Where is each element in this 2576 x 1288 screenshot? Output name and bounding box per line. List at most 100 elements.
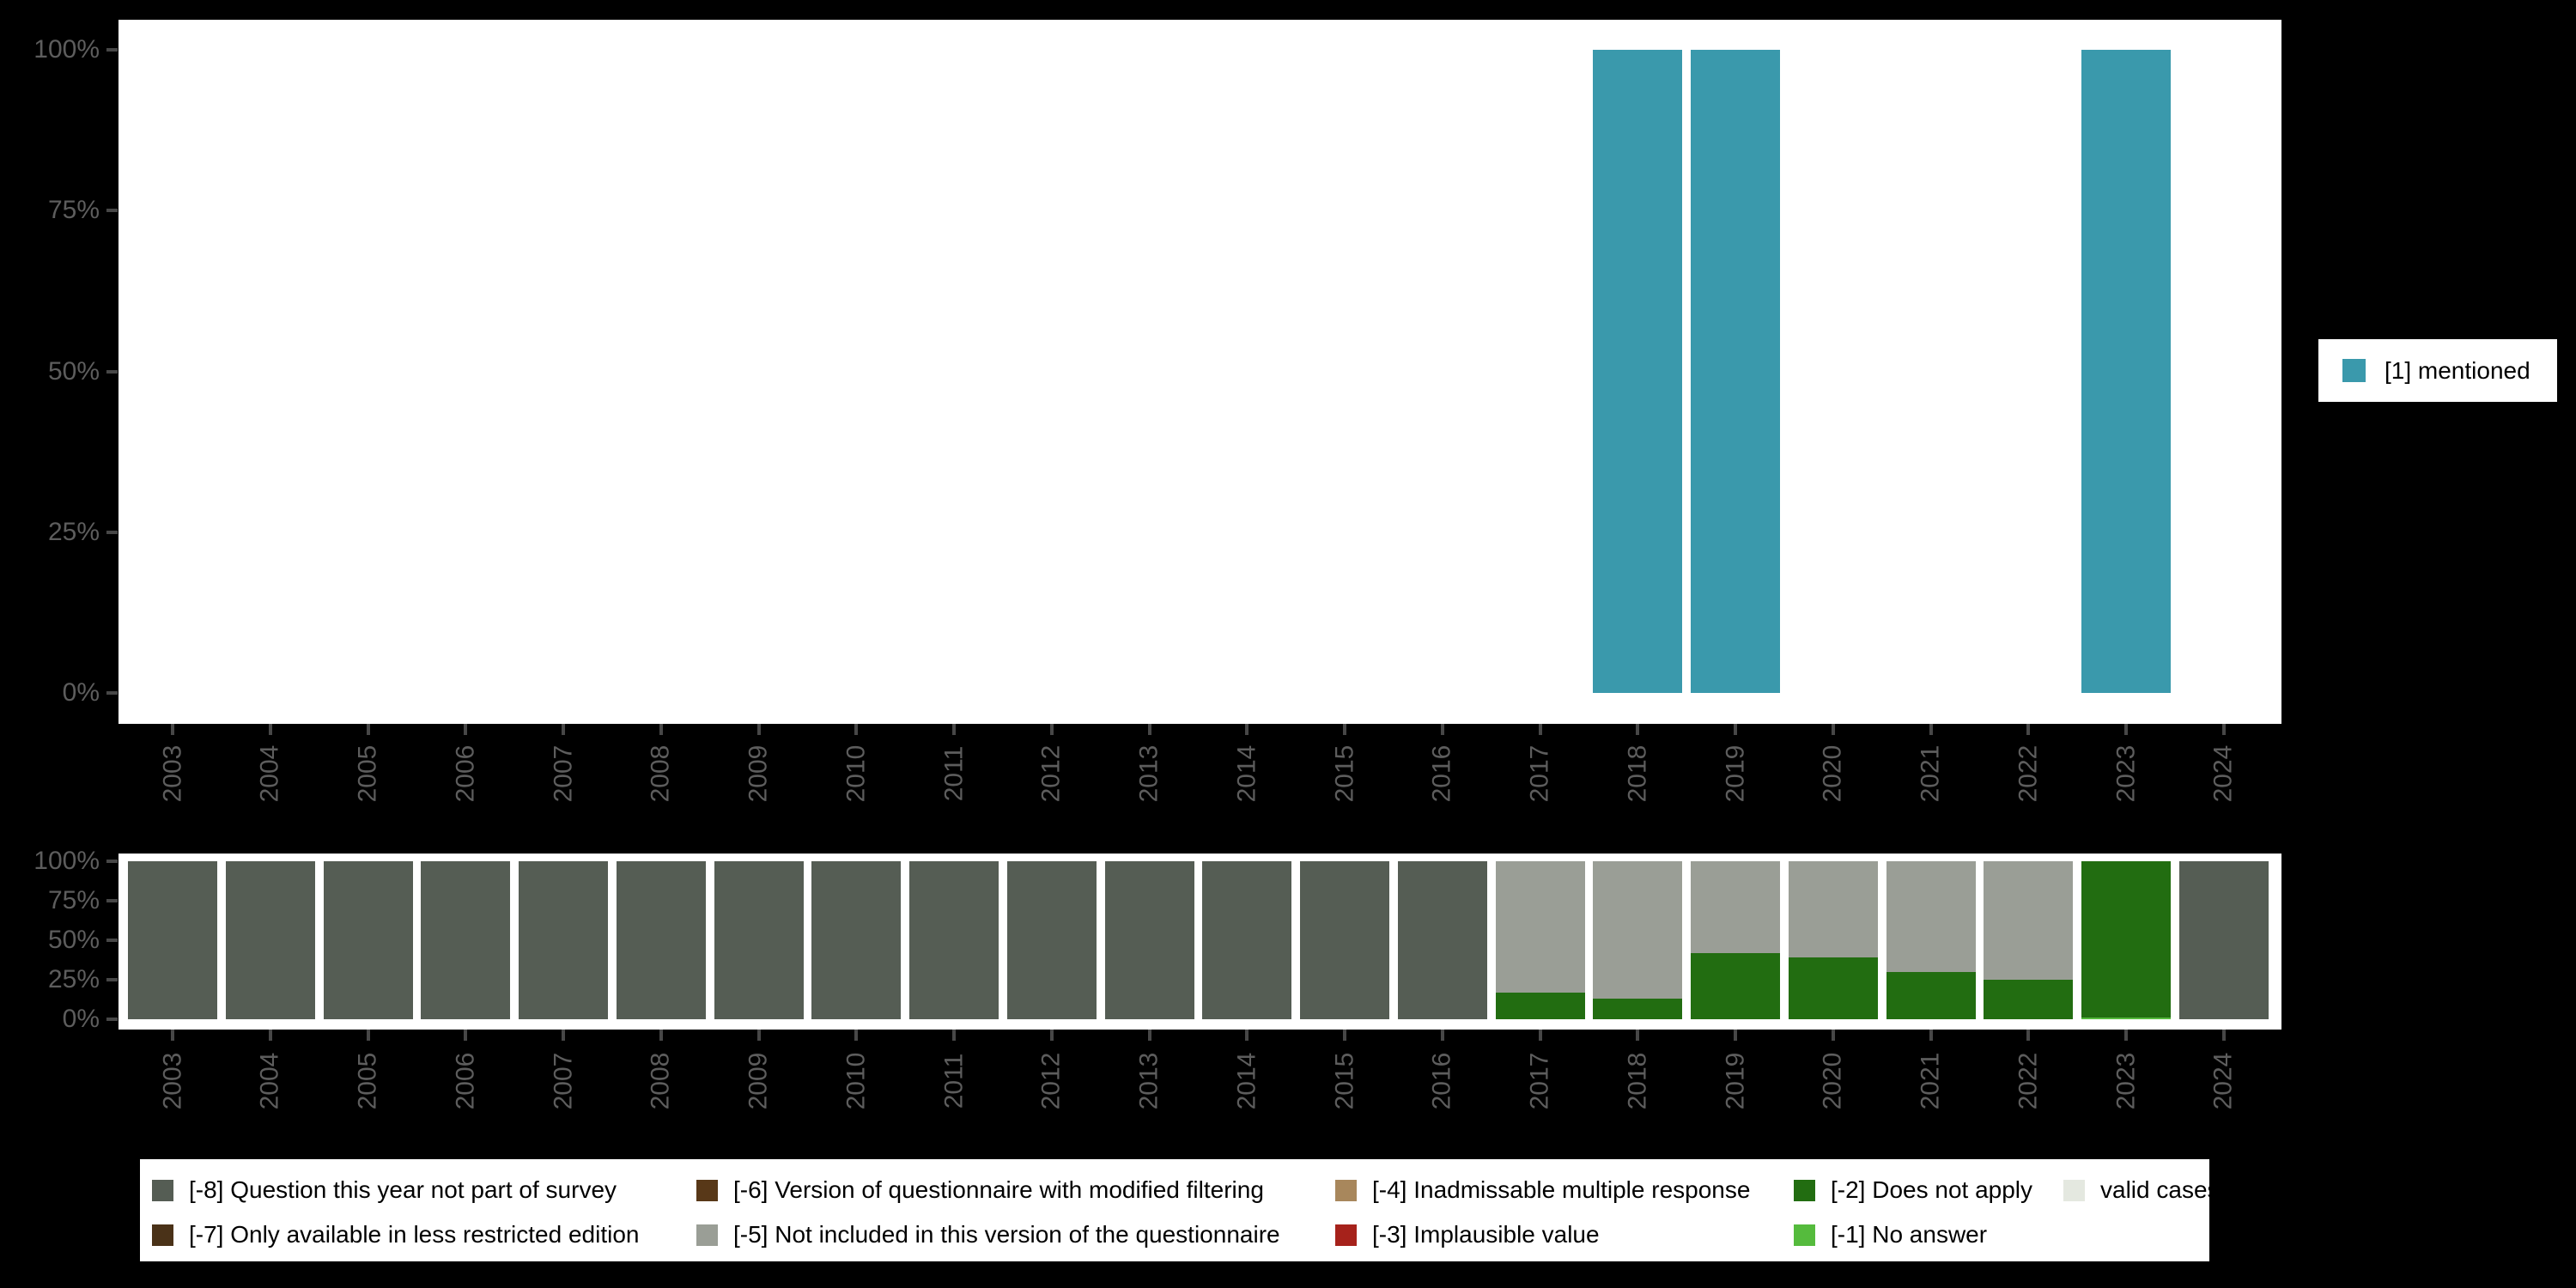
x-axis-tick — [464, 1030, 468, 1041]
legend-swatch-icon — [1794, 1179, 1815, 1201]
x-axis-label: 2017 — [1522, 1044, 1559, 1118]
x-axis-label: 2005 — [349, 737, 387, 811]
x-axis-label: 2022 — [2009, 1044, 2047, 1118]
segment-2007--8 — [519, 861, 608, 1019]
x-axis-tick — [268, 1030, 272, 1041]
x-axis-tick — [1538, 724, 1542, 735]
legend-item: [-4] Inadmissable multiple response — [1335, 1171, 1782, 1209]
x-axis-label: 2019 — [1716, 737, 1754, 811]
x-axis-label: 2004 — [252, 737, 289, 811]
x-axis-label: 2012 — [1033, 1044, 1071, 1118]
x-axis-label: 2009 — [740, 737, 778, 811]
legend-swatch-icon — [1335, 1179, 1357, 1201]
segment-2018--5 — [1593, 861, 1683, 999]
x-axis-label-text: 2003 — [158, 744, 186, 803]
x-axis-tick — [952, 724, 956, 735]
x-axis-tick — [1440, 724, 1444, 735]
y-axis-label: 25% — [47, 965, 100, 993]
x-axis-label-text: 2020 — [1818, 744, 1847, 803]
x-axis-label: 2020 — [1814, 737, 1852, 811]
segment-2020--5 — [1788, 861, 1878, 958]
x-axis-label-text: 2004 — [255, 1052, 284, 1110]
x-axis-label-text: 2011 — [939, 1053, 969, 1109]
x-axis-label: 2018 — [1619, 737, 1656, 811]
x-axis-tick — [1734, 1030, 1737, 1041]
legend-swatch-icon — [1335, 1224, 1357, 1246]
x-axis-label-text: 2012 — [1036, 744, 1066, 803]
x-axis-tick — [464, 724, 468, 735]
legend-swatch-icon — [696, 1179, 718, 1201]
segment-2004--8 — [225, 861, 315, 1019]
x-axis-label-text: 2007 — [549, 1052, 577, 1110]
x-axis-label-text: 2021 — [1916, 744, 1945, 803]
legend-item-label: [-4] Inadmissable multiple response — [1372, 1176, 1751, 1203]
segment-2003--8 — [128, 861, 217, 1019]
x-axis-label-text: 2015 — [1330, 744, 1358, 803]
x-axis-tick — [1245, 724, 1249, 735]
x-axis-label-text: 2009 — [744, 744, 773, 803]
x-axis-label: 2013 — [1131, 737, 1169, 811]
x-axis-label: 2009 — [740, 1044, 778, 1118]
x-axis-label-text: 2005 — [353, 744, 382, 803]
x-axis-tick — [1734, 724, 1737, 735]
y-axis-tick — [106, 899, 118, 902]
x-axis-tick — [2026, 724, 2031, 735]
x-axis-tick — [1049, 724, 1054, 735]
x-axis-label-text: 2021 — [1916, 1052, 1945, 1110]
segment-2017--2 — [1495, 992, 1585, 1019]
segment-2015--8 — [1300, 861, 1389, 1019]
legend-item: [-2] Does not apply — [1794, 1171, 2051, 1209]
y-axis-tick — [106, 48, 118, 52]
y-axis-label: 50% — [47, 926, 100, 954]
x-axis-label: 2005 — [349, 1044, 387, 1118]
x-axis-label-text: 2009 — [744, 1052, 773, 1110]
legend-swatch-icon — [696, 1224, 718, 1246]
y-axis-tick — [106, 1018, 118, 1021]
bar-2018-mentioned — [1593, 50, 1683, 693]
legend-item: valid cases — [2063, 1171, 2220, 1209]
legend-item: [-7] Only available in less restricted e… — [152, 1216, 684, 1254]
x-axis-label: 2016 — [1424, 1044, 1461, 1118]
x-axis-tick — [1831, 1030, 1835, 1041]
legend-item-label: [-6] Version of questionnaire with modif… — [733, 1176, 1264, 1203]
segment-2023--2 — [2081, 861, 2171, 1018]
y-axis-label: 75% — [47, 886, 100, 914]
x-axis-label: 2006 — [447, 1044, 484, 1118]
x-axis-label-text: 2014 — [1232, 1052, 1261, 1110]
x-axis-label: 2024 — [2205, 737, 2243, 811]
segment-2022--2 — [1984, 980, 2074, 1019]
x-axis-tick — [1147, 724, 1151, 735]
y-axis-label: 100% — [33, 35, 100, 64]
segment-2022--5 — [1984, 861, 2074, 980]
segment-2016--8 — [1397, 861, 1487, 1019]
segment-2017--5 — [1495, 861, 1585, 993]
x-axis-label: 2007 — [544, 1044, 582, 1118]
y-axis-label: 25% — [47, 517, 100, 546]
x-axis-tick — [2124, 1030, 2128, 1041]
bar-2019-mentioned — [1691, 50, 1780, 693]
x-axis-tick — [1343, 1030, 1346, 1041]
x-axis-label-text: 2019 — [1721, 744, 1749, 803]
legend-swatch-icon — [2063, 1179, 2085, 1201]
x-axis-label-text: 2024 — [2208, 744, 2238, 803]
x-axis-tick — [171, 1030, 174, 1041]
legend-column: [-2] Does not apply [-1] No answer — [1794, 1159, 2051, 1261]
segment-2011--8 — [909, 861, 999, 1019]
y-axis-tick — [106, 939, 118, 942]
x-axis-label: 2023 — [2107, 737, 2145, 811]
x-axis-label: 2007 — [544, 737, 582, 811]
x-axis-tick — [1440, 1030, 1444, 1041]
x-axis-label: 2018 — [1619, 1044, 1656, 1118]
x-axis-label-text: 2013 — [1134, 744, 1163, 803]
x-axis-tick — [1636, 724, 1640, 735]
x-axis-label-text: 2024 — [2208, 1052, 2238, 1110]
x-axis-label-text: 2007 — [549, 744, 577, 803]
x-axis-label-text: 2008 — [646, 1052, 675, 1110]
x-axis-label-text: 2003 — [158, 1052, 186, 1110]
x-axis-label-text: 2013 — [1134, 1052, 1163, 1110]
mentioned-legend-label: [1] mentioned — [2385, 356, 2530, 384]
x-axis-tick — [952, 1030, 956, 1041]
segment-2014--8 — [1202, 861, 1292, 1019]
y-axis-tick — [106, 209, 118, 213]
x-axis-label: 2011 — [935, 1044, 973, 1118]
